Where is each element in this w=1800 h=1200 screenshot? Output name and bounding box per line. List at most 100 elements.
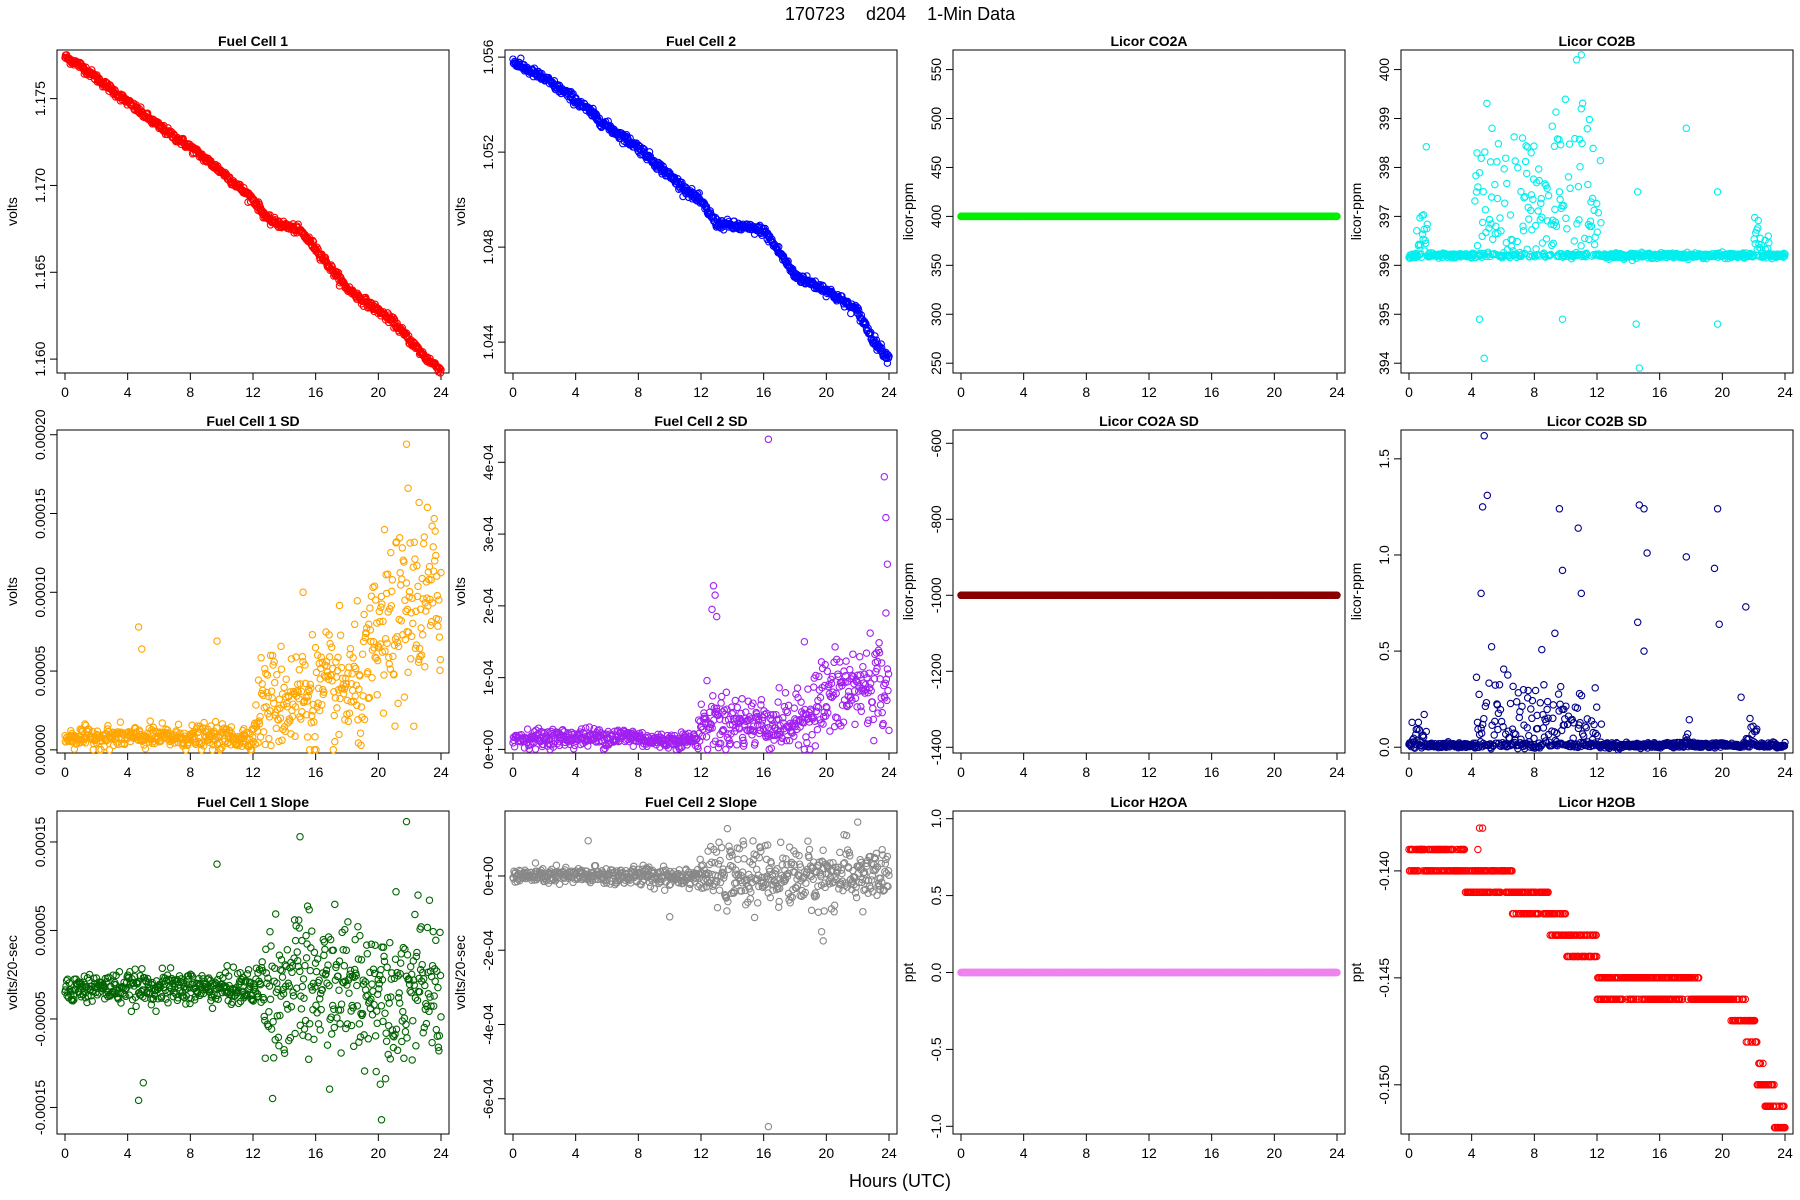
y-tick-label: 2e-04 (480, 588, 496, 624)
data-point (252, 701, 260, 709)
data-point (697, 700, 706, 708)
data-point (1478, 232, 1486, 241)
x-tick-label: 4 (124, 384, 132, 400)
data-point (158, 719, 167, 727)
panel-title: Fuel Cell 2 SD (654, 413, 747, 429)
data-points (509, 54, 893, 367)
data-point (397, 617, 406, 625)
y-axis-label: volts (4, 197, 20, 226)
y-tick-label: 398 (1376, 156, 1392, 180)
data-point (1480, 354, 1488, 363)
y-axis-label: licor-ppm (1348, 183, 1364, 241)
data-point (1518, 134, 1527, 142)
y-tick-label: 550 (928, 58, 944, 82)
data-point (1561, 95, 1570, 104)
data-point (259, 728, 268, 736)
data-point (420, 533, 429, 541)
data-point (415, 498, 423, 507)
y-axis-label: volts (452, 577, 468, 606)
x-tick-label: 16 (308, 384, 324, 400)
data-point (1558, 315, 1567, 323)
x-tick-label: 24 (1329, 764, 1345, 780)
data-point (1565, 140, 1574, 148)
data-point (793, 684, 802, 692)
data-point (1493, 158, 1501, 166)
data-point (688, 184, 696, 193)
data-point (270, 678, 279, 687)
x-tick-label: 8 (1530, 384, 1538, 400)
x-tick-label: 4 (572, 764, 580, 780)
data-point (381, 635, 390, 643)
title-resolution: 1-Min Data (927, 4, 1016, 24)
data-points (1405, 51, 1789, 372)
data-point (311, 643, 320, 652)
x-tick-label: 16 (1204, 764, 1220, 780)
data-point (1713, 320, 1722, 328)
data-point (371, 596, 380, 604)
data-point (336, 631, 345, 639)
data-point (880, 472, 889, 481)
y-tick-label: 3e-04 (480, 516, 496, 552)
data-point (1475, 315, 1484, 323)
data-point (851, 720, 859, 729)
data-point (1511, 157, 1519, 165)
x-tick-label: 8 (1082, 764, 1090, 780)
data-point (1577, 242, 1585, 250)
data-point (1422, 143, 1431, 151)
data-point (1481, 148, 1489, 156)
x-tick-label: 24 (1329, 384, 1345, 400)
data-point (1537, 194, 1546, 203)
data-point (711, 213, 720, 222)
data-point (1570, 237, 1579, 245)
data-point (774, 698, 782, 706)
data-point (1500, 165, 1508, 173)
data-point (436, 364, 444, 373)
x-tick-label: 24 (1777, 384, 1793, 400)
data-point (1503, 179, 1511, 188)
x-tick-label: 12 (1141, 764, 1157, 780)
data-point (1521, 157, 1530, 166)
data-point (882, 609, 890, 617)
x-tick-label: 0 (61, 764, 69, 780)
data-point (368, 673, 376, 682)
x-tick-label: 24 (433, 764, 449, 780)
data-point (330, 711, 339, 720)
data-point (429, 543, 437, 551)
data-point (282, 675, 290, 683)
data-point (659, 162, 667, 171)
data-point (869, 704, 877, 713)
data-point (1534, 165, 1543, 173)
y-tick-label: 394 (1376, 351, 1392, 375)
y-tick-label: 1.044 (480, 324, 496, 359)
panel-licor-co2a-sd: Licor CO2A SD0 4 8 12 16 20 24-1400-1200-1000-… (900, 413, 1346, 780)
data-point (1583, 125, 1592, 133)
panel-fuel-cell-2-sd: Fuel Cell 2 SD0 4 8 12 16 20 240e+001e-042e-04… (452, 413, 898, 780)
data-point (1413, 226, 1421, 235)
y-tick-label: 397 (1376, 205, 1392, 229)
panel-title: Fuel Cell 2 (666, 33, 736, 49)
data-point (639, 144, 647, 153)
data-point (1493, 194, 1502, 203)
data-points (957, 591, 1341, 600)
data-point (1542, 235, 1551, 243)
y-tick-label: 0e+00 (480, 730, 496, 770)
data-point (1538, 239, 1547, 247)
data-point (589, 104, 597, 113)
data-point (1501, 154, 1510, 162)
data-point (678, 178, 686, 187)
data-point (1522, 169, 1531, 178)
data-point (1481, 206, 1490, 214)
data-point (767, 744, 776, 752)
y-axis-label: volts (4, 577, 20, 606)
data-point (437, 365, 445, 374)
data-point (433, 572, 441, 580)
data-point (427, 618, 436, 626)
data-point (258, 680, 266, 688)
data-point (383, 309, 392, 317)
data-point (389, 652, 397, 661)
plot-frame (952, 49, 1346, 374)
data-point (434, 622, 442, 630)
data-point (842, 657, 850, 665)
y-tick-label: 350 (928, 253, 944, 277)
x-tick-label: 20 (1715, 384, 1731, 400)
